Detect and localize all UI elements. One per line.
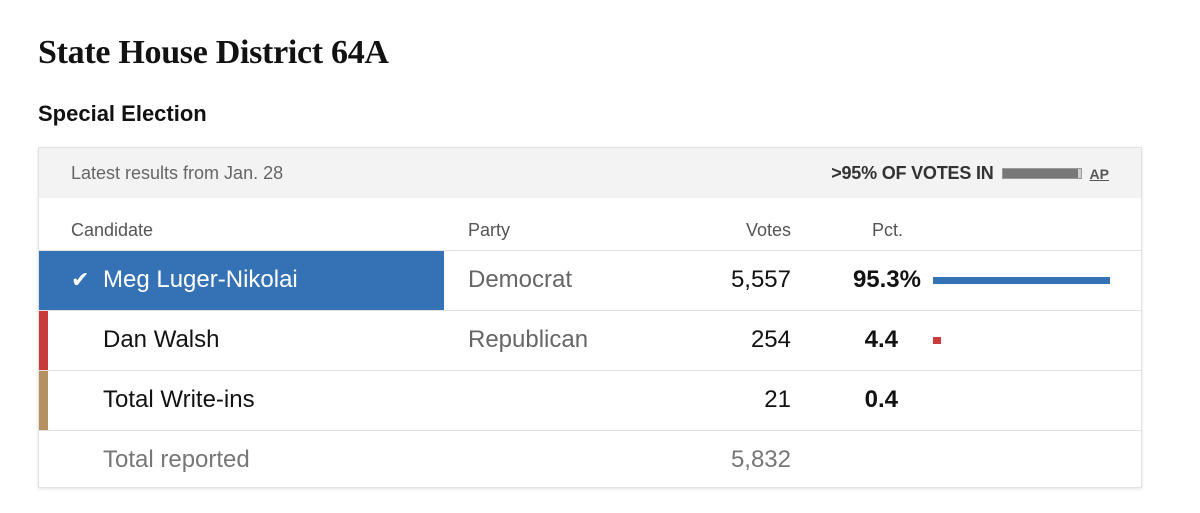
col-candidate: Candidate	[71, 220, 154, 240]
results-card: Latest results from Jan. 28 >95% OF VOTE…	[38, 147, 1142, 488]
col-pct: Pct.	[871, 220, 903, 240]
candidate-votes: 21	[764, 386, 791, 413]
updated-text: Latest results from Jan. 28	[71, 163, 284, 183]
candidate-pct: 4.4	[864, 326, 898, 353]
table-row: ✔ Meg Luger-Nikolai Democrat 5,557 95.3%	[39, 251, 1141, 311]
party-color-stripe	[39, 371, 48, 430]
votes-in-indicator: >95% OF VOTES IN AP	[831, 163, 1109, 184]
col-votes: Votes	[745, 220, 791, 240]
reporting-progress-fill	[1002, 169, 1079, 178]
party-color-stripe	[39, 311, 48, 370]
pct-bar	[933, 337, 942, 344]
total-row: Total reported 5,832	[39, 431, 1141, 490]
candidate-name: Meg Luger-Nikolai	[103, 266, 298, 293]
candidate-votes: 254	[750, 326, 791, 353]
col-party: Party	[468, 220, 511, 240]
page-title: State House District 64A	[38, 34, 389, 71]
total-label: Total reported	[103, 446, 250, 473]
candidate-name: Dan Walsh	[103, 326, 220, 353]
pct-bar	[933, 277, 1111, 284]
reporting-progress-bar	[1001, 168, 1082, 179]
winner-highlight	[39, 251, 444, 310]
checkmark-icon: ✔	[71, 267, 90, 292]
table-row: Total Write-ins 21 0.4	[39, 371, 1141, 431]
source-link[interactable]: AP	[1089, 165, 1109, 182]
election-subtitle: Special Election	[38, 101, 207, 126]
candidate-party: Republican	[468, 326, 589, 353]
candidate-name: Total Write-ins	[103, 386, 255, 413]
table-row: Dan Walsh Republican 254 4.4	[39, 311, 1141, 371]
column-headers: Candidate Party Votes Pct.	[39, 198, 1141, 251]
candidate-pct: 0.4	[864, 386, 898, 413]
results-table: ✔ Meg Luger-Nikolai Democrat 5,557 95.3%…	[39, 251, 1141, 490]
votes-in-label: >95% OF VOTES IN	[831, 163, 994, 183]
candidate-pct: 95.3%	[852, 266, 921, 293]
results-header: Latest results from Jan. 28 >95% OF VOTE…	[39, 148, 1141, 198]
total-votes: 5,832	[730, 446, 791, 473]
candidate-party: Democrat	[468, 266, 573, 293]
candidate-votes: 5,557	[730, 266, 791, 293]
